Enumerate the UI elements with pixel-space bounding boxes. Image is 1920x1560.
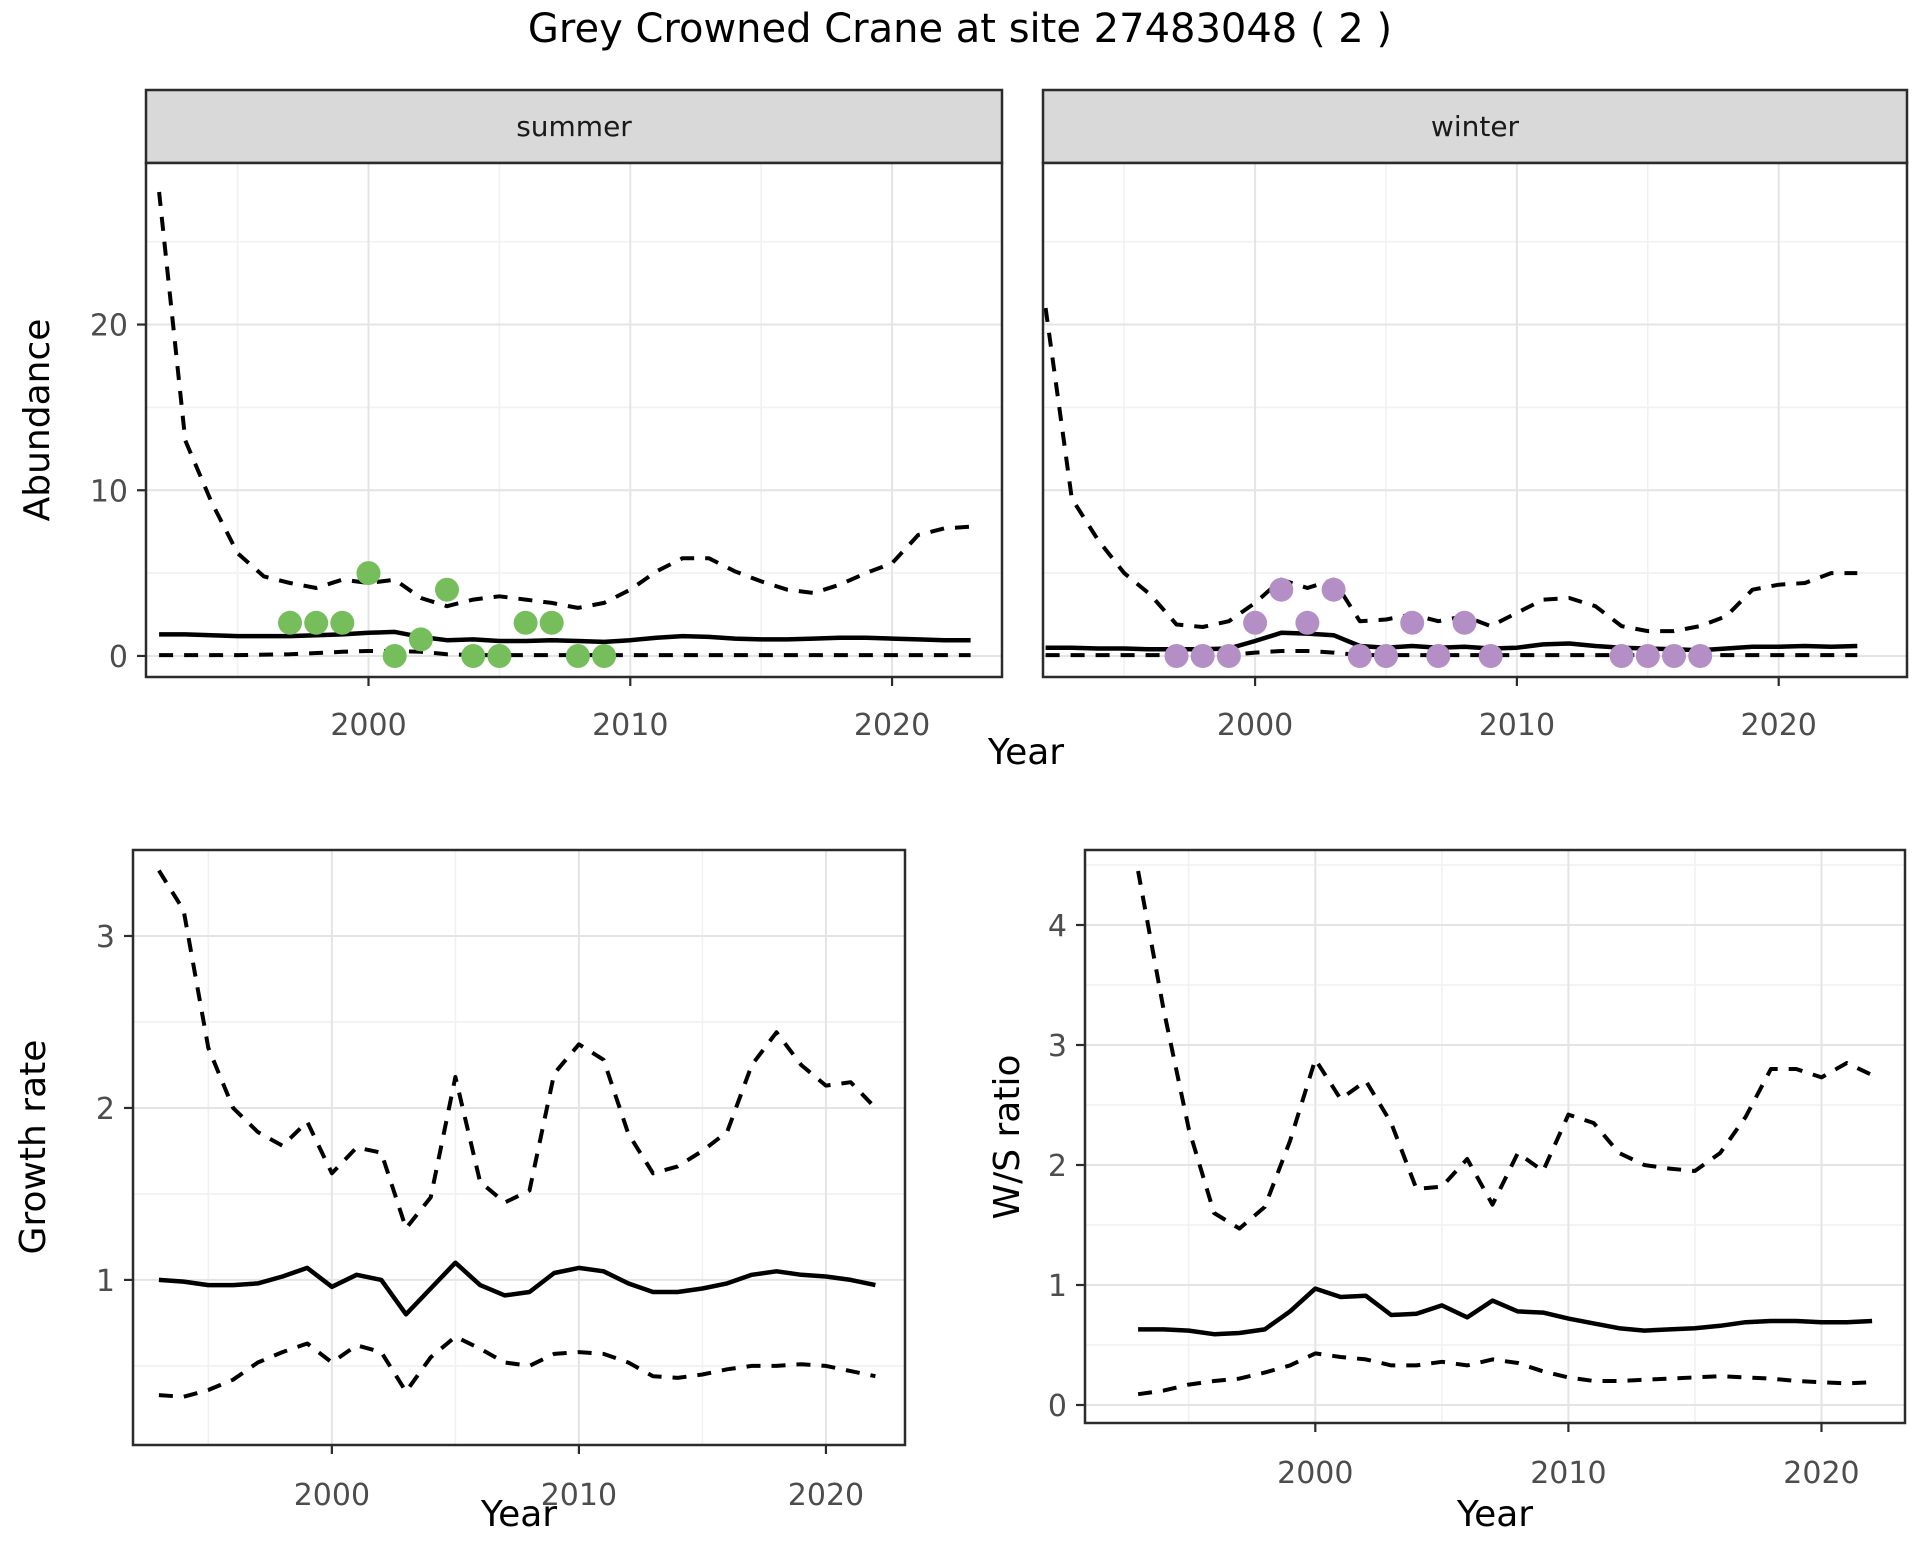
x-tick-label: 2000 (1217, 708, 1293, 743)
y-tick-label: 4 (1048, 909, 1067, 944)
x-tick-label: 2020 (1783, 1456, 1859, 1491)
observation-point (461, 644, 486, 668)
x-tick-label: 2020 (854, 708, 930, 743)
observation-point (304, 610, 329, 635)
x-tick-label: 2010 (1479, 708, 1555, 743)
y-tick-label: 2 (96, 1092, 115, 1127)
y-tick-label: 3 (96, 920, 115, 955)
observation-point (1164, 644, 1189, 668)
observation-point (1190, 644, 1215, 668)
observation-point (330, 610, 355, 635)
abundance-summer-median (159, 629, 971, 645)
y-tick-label: 20 (90, 309, 128, 344)
panel-border (1083, 848, 1907, 1425)
y-tick-label: 2 (1048, 1149, 1067, 1184)
observation-point (1243, 610, 1268, 635)
observation-point (408, 627, 433, 652)
panel-ws: 2000 2010 2020 0 1 2 3 4 (1048, 848, 1907, 1491)
observation-point (1452, 610, 1477, 635)
panel-abundance-summer: 2000 2010 2020 0 10 20 (90, 161, 1004, 743)
x-axis-title-top: Year (987, 732, 1065, 773)
observation-point (487, 644, 512, 668)
facet-strip-summer: summer (516, 110, 632, 143)
observation-point (1269, 577, 1294, 602)
observation-point (1478, 644, 1503, 668)
x-axis-title-ws: Year (1456, 1494, 1534, 1535)
observation-point (565, 644, 590, 668)
x-tick-label: 2000 (294, 1478, 370, 1513)
observation-point (1400, 610, 1425, 635)
panel-border (144, 161, 1004, 679)
abundance-winter-upper_ci (1043, 307, 1858, 634)
y-axis-title-abundance: Abundance (17, 318, 58, 522)
observation-point (539, 610, 564, 635)
observation-point (592, 644, 617, 668)
observation-point (1374, 644, 1398, 668)
observation-point (1347, 644, 1372, 668)
observation-point (435, 577, 459, 602)
panel-growth: 2000 2010 2020 1 2 3 (96, 848, 907, 1513)
observation-point (1688, 644, 1713, 668)
y-axis-title-growth: Growth rate (13, 1039, 54, 1255)
ws-upper_ci (1136, 870, 1873, 1231)
facet-strip-box (144, 88, 1004, 165)
observation-point (1216, 644, 1241, 668)
y-tick-label: 3 (1048, 1029, 1067, 1064)
x-tick-label: 2000 (1277, 1456, 1353, 1491)
growth-lower_ci (158, 1334, 876, 1399)
observation-point (278, 610, 302, 635)
x-tick-label: 2020 (788, 1478, 864, 1513)
abundance-summer-upper_ci (157, 191, 971, 610)
observation-point (356, 561, 381, 586)
observation-point (382, 644, 407, 668)
y-tick-label: 10 (90, 474, 128, 509)
panel-border (1041, 161, 1909, 679)
facet-strip-winter: winter (1430, 110, 1520, 143)
x-axis-title-growth: Year (480, 1494, 558, 1535)
y-tick-label: 1 (1048, 1269, 1067, 1304)
growth-median (158, 1260, 876, 1317)
page-title: Grey Crowned Crane at site 27483048 ( 2 … (527, 6, 1393, 52)
x-tick-label: 2010 (592, 708, 668, 743)
observation-point (1635, 644, 1660, 668)
y-tick-label: 1 (96, 1264, 115, 1299)
y-tick-label: 0 (1048, 1389, 1067, 1424)
observation-point (1609, 644, 1634, 668)
observation-point (1321, 577, 1346, 602)
y-tick-label: 0 (109, 640, 128, 675)
growth-upper_ci (157, 869, 877, 1231)
x-tick-label: 2010 (1530, 1456, 1606, 1491)
x-tick-label: 2020 (1741, 708, 1817, 743)
observation-point (513, 610, 538, 635)
y-axis-title-ws: W/S ratio (987, 1054, 1028, 1220)
observation-point (1662, 644, 1686, 668)
observation-point (1295, 610, 1320, 635)
observation-point (1426, 644, 1451, 668)
ws-lower_ci (1137, 1351, 1873, 1397)
x-tick-label: 2000 (330, 708, 406, 743)
panel-border (131, 848, 907, 1447)
facet-strip-box (1041, 88, 1909, 165)
x-tick-label: 2010 (541, 1478, 617, 1513)
ws-median (1138, 1286, 1873, 1337)
panel-abundance-winter: 2000 2010 2020 (1041, 161, 1909, 743)
